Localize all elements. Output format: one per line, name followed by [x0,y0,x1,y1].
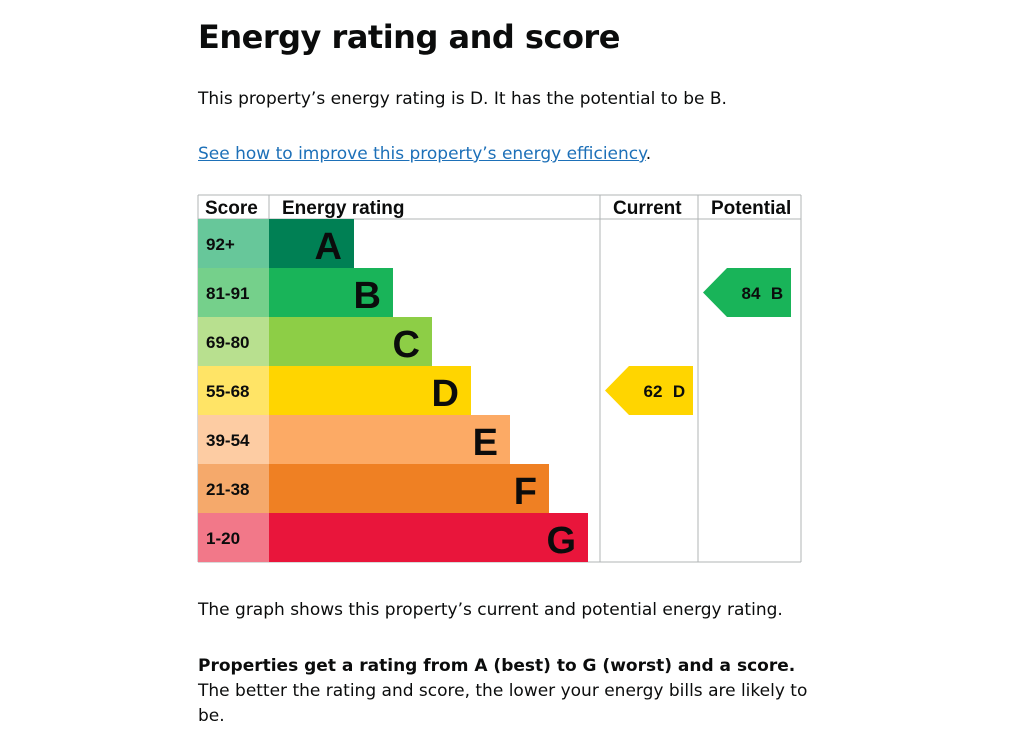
score-label-b: 81-91 [206,284,249,303]
rating-bar-f [269,464,549,513]
score-cell-e [198,415,269,464]
rating-letter-e: E [473,422,498,464]
current-arrow [605,366,693,415]
link-suffix: . [645,144,652,164]
score-cell-d [198,366,269,415]
rating-explanation-rest: The better the rating and score, the low… [198,681,808,726]
score-label-a: 92+ [206,235,235,254]
chart-header-3: Potential [711,198,791,219]
score-cell-a [198,219,269,268]
page-title: Energy rating and score [198,18,620,56]
improve-efficiency-link[interactable]: See how to improve this property’s energ… [198,144,646,164]
chart-header-0: Score [205,198,258,219]
score-label-e: 39-54 [206,431,250,450]
score-cell-g [198,513,269,562]
rating-explanation-bold: Properties get a rating from A (best) to… [198,656,796,676]
potential-rating: B [771,284,783,303]
rating-letter-c: C [393,324,420,366]
rating-letter-f: F [514,471,537,513]
rating-bar-a [269,219,354,268]
chart-header-2: Current [613,198,682,219]
rating-bar-g [269,513,588,562]
rating-letter-g: G [546,520,576,562]
improve-paragraph: See how to improve this property’s energ… [198,144,651,164]
rating-bar-d [269,366,471,415]
rating-explanation: Properties get a rating from A (best) to… [198,654,818,729]
rating-letter-b: B [354,275,381,317]
current-score: 62 [644,382,663,401]
score-label-g: 1-20 [206,529,240,548]
graph-note: The graph shows this property’s current … [198,600,783,620]
intro-text: This property’s energy rating is D. It h… [198,89,727,109]
potential-arrow [703,268,791,317]
chart-header-1: Energy rating [282,198,404,219]
rating-bar-c [269,317,432,366]
rating-letter-d: D [432,373,459,415]
rating-bar-b [269,268,393,317]
energy-rating-chart: Score Energy rating Current Potential 92+ A 81… [197,194,802,563]
score-label-c: 69-80 [206,333,249,352]
score-cell-b [198,268,269,317]
rating-letter-a: A [315,226,342,268]
rating-bar-e [269,415,510,464]
score-label-f: 21-38 [206,480,249,499]
score-label-d: 55-68 [206,382,249,401]
score-cell-f [198,464,269,513]
current-rating: D [673,382,685,401]
score-cell-c [198,317,269,366]
potential-score: 84 [742,284,761,303]
